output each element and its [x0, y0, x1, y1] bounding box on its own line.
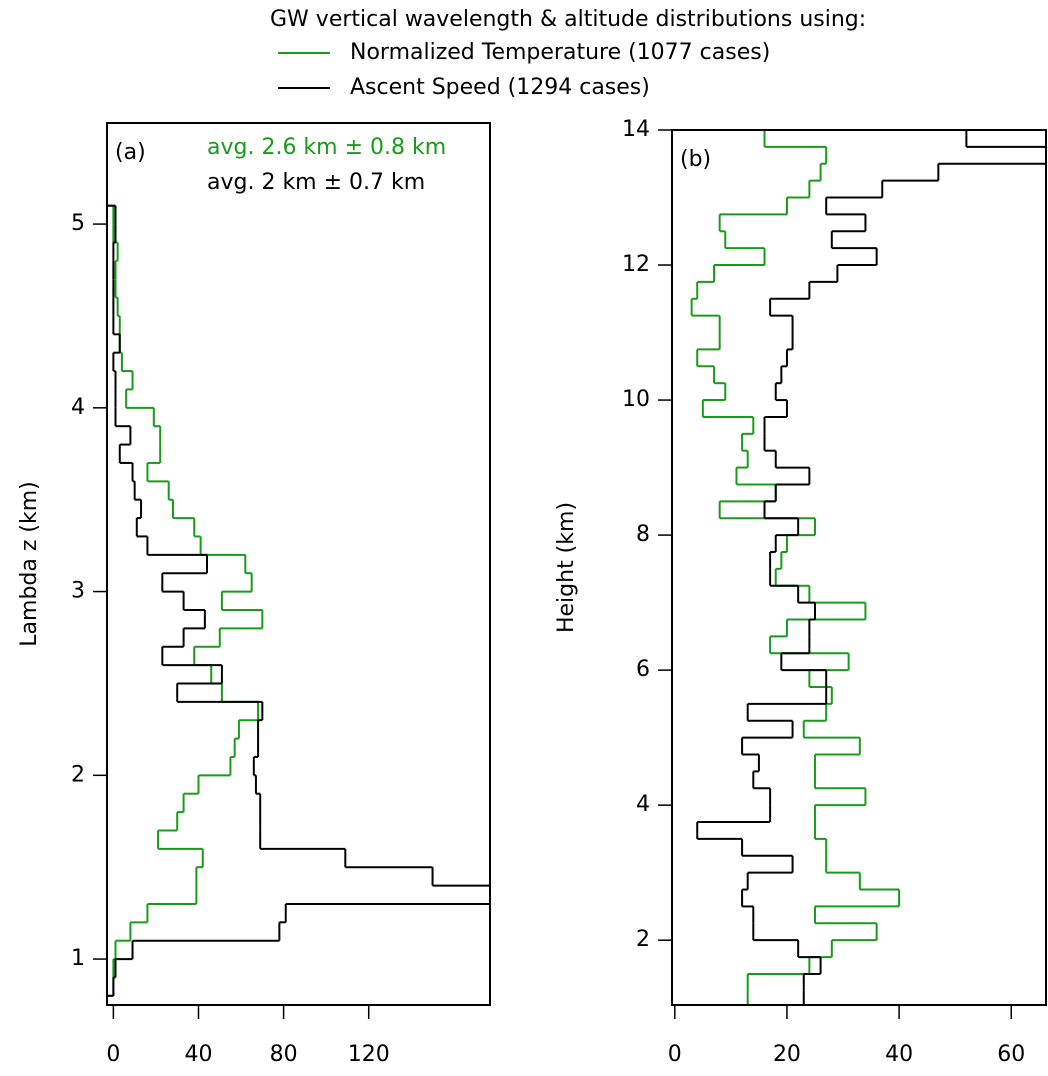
y-tick-label: 4 [636, 792, 650, 817]
x-tick-label: 60 [997, 1042, 1025, 1067]
panel: 1 2 3 4 5 0 40 80 120 Lambda z (km) (a) avg. 2.6 km… [17, 122, 491, 1067]
y-tick-label: 2 [71, 762, 85, 787]
step-series [107, 204, 264, 997]
x-tick-label: 120 [348, 1042, 390, 1067]
legend-label: Ascent Speed (1294 cases) [350, 75, 650, 100]
annotation: avg. 2.6 km ± 0.8 km [207, 135, 446, 160]
x-tick-label: 20 [773, 1042, 801, 1067]
x-tick-label: 40 [885, 1042, 913, 1067]
y-tick-label: 8 [636, 522, 650, 547]
plot-area [672, 130, 1046, 1005]
step-series [107, 204, 490, 997]
y-tick-label: 4 [71, 395, 85, 420]
y-tick-label: 10 [622, 387, 650, 412]
x-tick-label: 0 [106, 1042, 120, 1067]
panel-label: (a) [115, 140, 146, 165]
plot-frame [671, 129, 1047, 1006]
annotation: avg. 2 km ± 0.7 km [207, 170, 425, 195]
y-tick-label: 6 [636, 657, 650, 682]
x-tick-label: 0 [668, 1042, 682, 1067]
y-tick-label: 1 [71, 946, 85, 971]
y-axis-label: Height (km) [554, 502, 579, 633]
legend-title: GW vertical wavelength & altitude distri… [270, 7, 866, 32]
plot-frame [106, 122, 491, 1006]
y-tick-label: 12 [622, 252, 650, 277]
x-tick-label: 80 [270, 1042, 298, 1067]
x-tick-label: 40 [184, 1042, 212, 1067]
y-axis-label: Lambda z (km) [17, 481, 42, 646]
y-tick-label: 2 [636, 927, 650, 952]
y-tick-label: 3 [71, 579, 85, 604]
y-tick-label: 14 [622, 117, 650, 142]
y-tick-label: 5 [71, 211, 85, 236]
panel: 2 4 6 8 10 12 14 0 20 40 60 Height (km) (b) [554, 117, 1047, 1067]
panel-label: (b) [680, 147, 711, 172]
step-series [672, 130, 1046, 1005]
plot-area [107, 204, 490, 997]
step-series [672, 130, 901, 1005]
legend-label: Normalized Temperature (1077 cases) [350, 40, 770, 65]
